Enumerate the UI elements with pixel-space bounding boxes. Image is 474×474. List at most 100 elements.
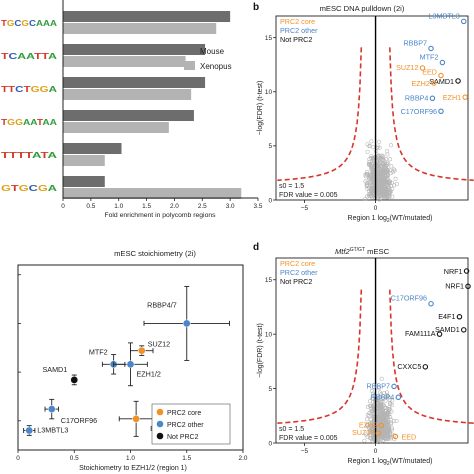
highlight-point-nrf1 [463,268,470,274]
panel-letter-b: b [253,2,259,13]
highlight-point-fam111a [436,331,443,337]
x-tick-label: 0 [61,203,65,210]
protein-point [379,376,384,381]
x-tick-label: −5 [301,448,309,455]
protein-point [377,394,382,399]
protein-point [369,432,374,437]
protein-point [380,419,385,424]
legend-label-other: PRC2 other [280,26,318,35]
protein-point [386,181,391,186]
protein-point [385,431,390,436]
protein-point [365,186,370,191]
protein-point [390,398,395,403]
protein-point [365,182,370,187]
point-ezh12 [126,360,135,369]
bar-xenopus-4 [63,122,169,133]
panel-letter-d: d [253,242,259,253]
protein-point [385,193,390,198]
bar-series [63,11,242,199]
protein-point [387,406,392,411]
panel-c-title: mESC stoichiometry (2i) [114,249,196,258]
protein-point [390,427,394,432]
highlight-point-e4f1 [456,314,463,320]
volcano-d-area: 15 10 5 0 −5 0 NRF1 NRF1 C17ORF96 E4F1 SAMD1FAM111… [257,257,474,467]
protein-point [384,414,389,419]
stoichiometry-plot: mESC stoichiometry (2i) 0 0.5 1.0 1.5 2.0 RB… [16,249,248,472]
protein-point [365,434,370,439]
protein-point [387,397,392,402]
protein-point [392,167,396,172]
protein-point [383,169,388,174]
protein-point [389,421,393,426]
bar-xenopus-2 [63,56,186,67]
bar-xenopus-1 [63,23,217,34]
highlight-label-rbbp7: RBBP7 [366,381,390,390]
protein-point [387,181,392,185]
highlight-label-mtf2: MTF2 [420,53,439,62]
x-axis-label: Stoichiometry to EZH1/2 (region 1) [79,465,187,472]
protein-point [366,430,371,434]
protein-point [383,176,388,181]
x-tick-label: 0 [374,448,378,455]
legend-label-other: PRC2 other [280,268,318,277]
highlight-label-rbbp4: RBBP4 [371,392,395,401]
point-label-rbbp47: RBBP4/7 [147,300,177,309]
protein-point [381,431,386,435]
protein-point [384,390,389,395]
protein-point [392,433,397,438]
point-label-ezh12: EZH1/2 [137,369,161,378]
highlight-label-nrf1: NRF1 [445,281,464,290]
highlight-point-nrf1 [465,283,471,290]
protein-point [385,393,389,398]
legend: PRC2 core PRC2 other Not PRC2 [151,403,231,445]
protein-point [392,437,397,442]
protein-point [368,422,373,427]
bar-mouse-2 [63,44,206,55]
plot-frame [275,15,469,201]
protein-point [365,194,370,199]
title-rest: mESC [365,247,390,256]
protein-point [380,396,385,401]
protein-point [377,386,381,391]
protein-point [365,149,370,154]
highlight-label-l3mbtl3: L3MBTL3 [429,11,460,20]
protein-point [367,161,372,166]
protein-point [377,194,382,199]
protein-point [369,162,374,167]
highlight-point-l3mbtl3 [460,18,467,25]
legend-marker-other [156,420,164,428]
point-l3mbtl3 [25,426,34,435]
protein-point [385,152,390,157]
protein-point [367,157,372,162]
protein-point [369,154,374,159]
protein-point [370,436,375,441]
title-superscript: GT/GT [350,247,365,253]
protein-point [390,194,395,199]
protein-point [389,164,394,169]
fdr-label: FDR value = 0.005 [279,192,338,199]
protein-point [387,412,392,417]
x-tick-label: 0.5 [86,203,95,210]
protein-point [363,174,368,179]
x-axis-label: Region 1 log2(WT/mutated) [348,215,433,224]
highlight-point-samd1 [455,78,461,84]
protein-point [370,404,375,409]
protein-point [383,166,388,171]
protein-point [390,402,395,407]
x-tick-label: 3.5 [254,203,263,210]
highlight-label-suz12: SUZ12 [352,428,374,437]
y-tick-label: 0 [268,440,272,447]
protein-point [390,169,395,174]
legend: Mouse Xenopus [184,46,232,71]
point-c17orf96 [47,405,56,413]
highlight-point-suz12 [419,65,426,71]
protein-point [381,165,386,170]
protein-point [369,183,374,188]
bar-xenopus-3 [63,89,192,100]
protein-point [368,425,373,430]
protein-point [388,157,393,162]
significance-curve-right [389,47,474,182]
